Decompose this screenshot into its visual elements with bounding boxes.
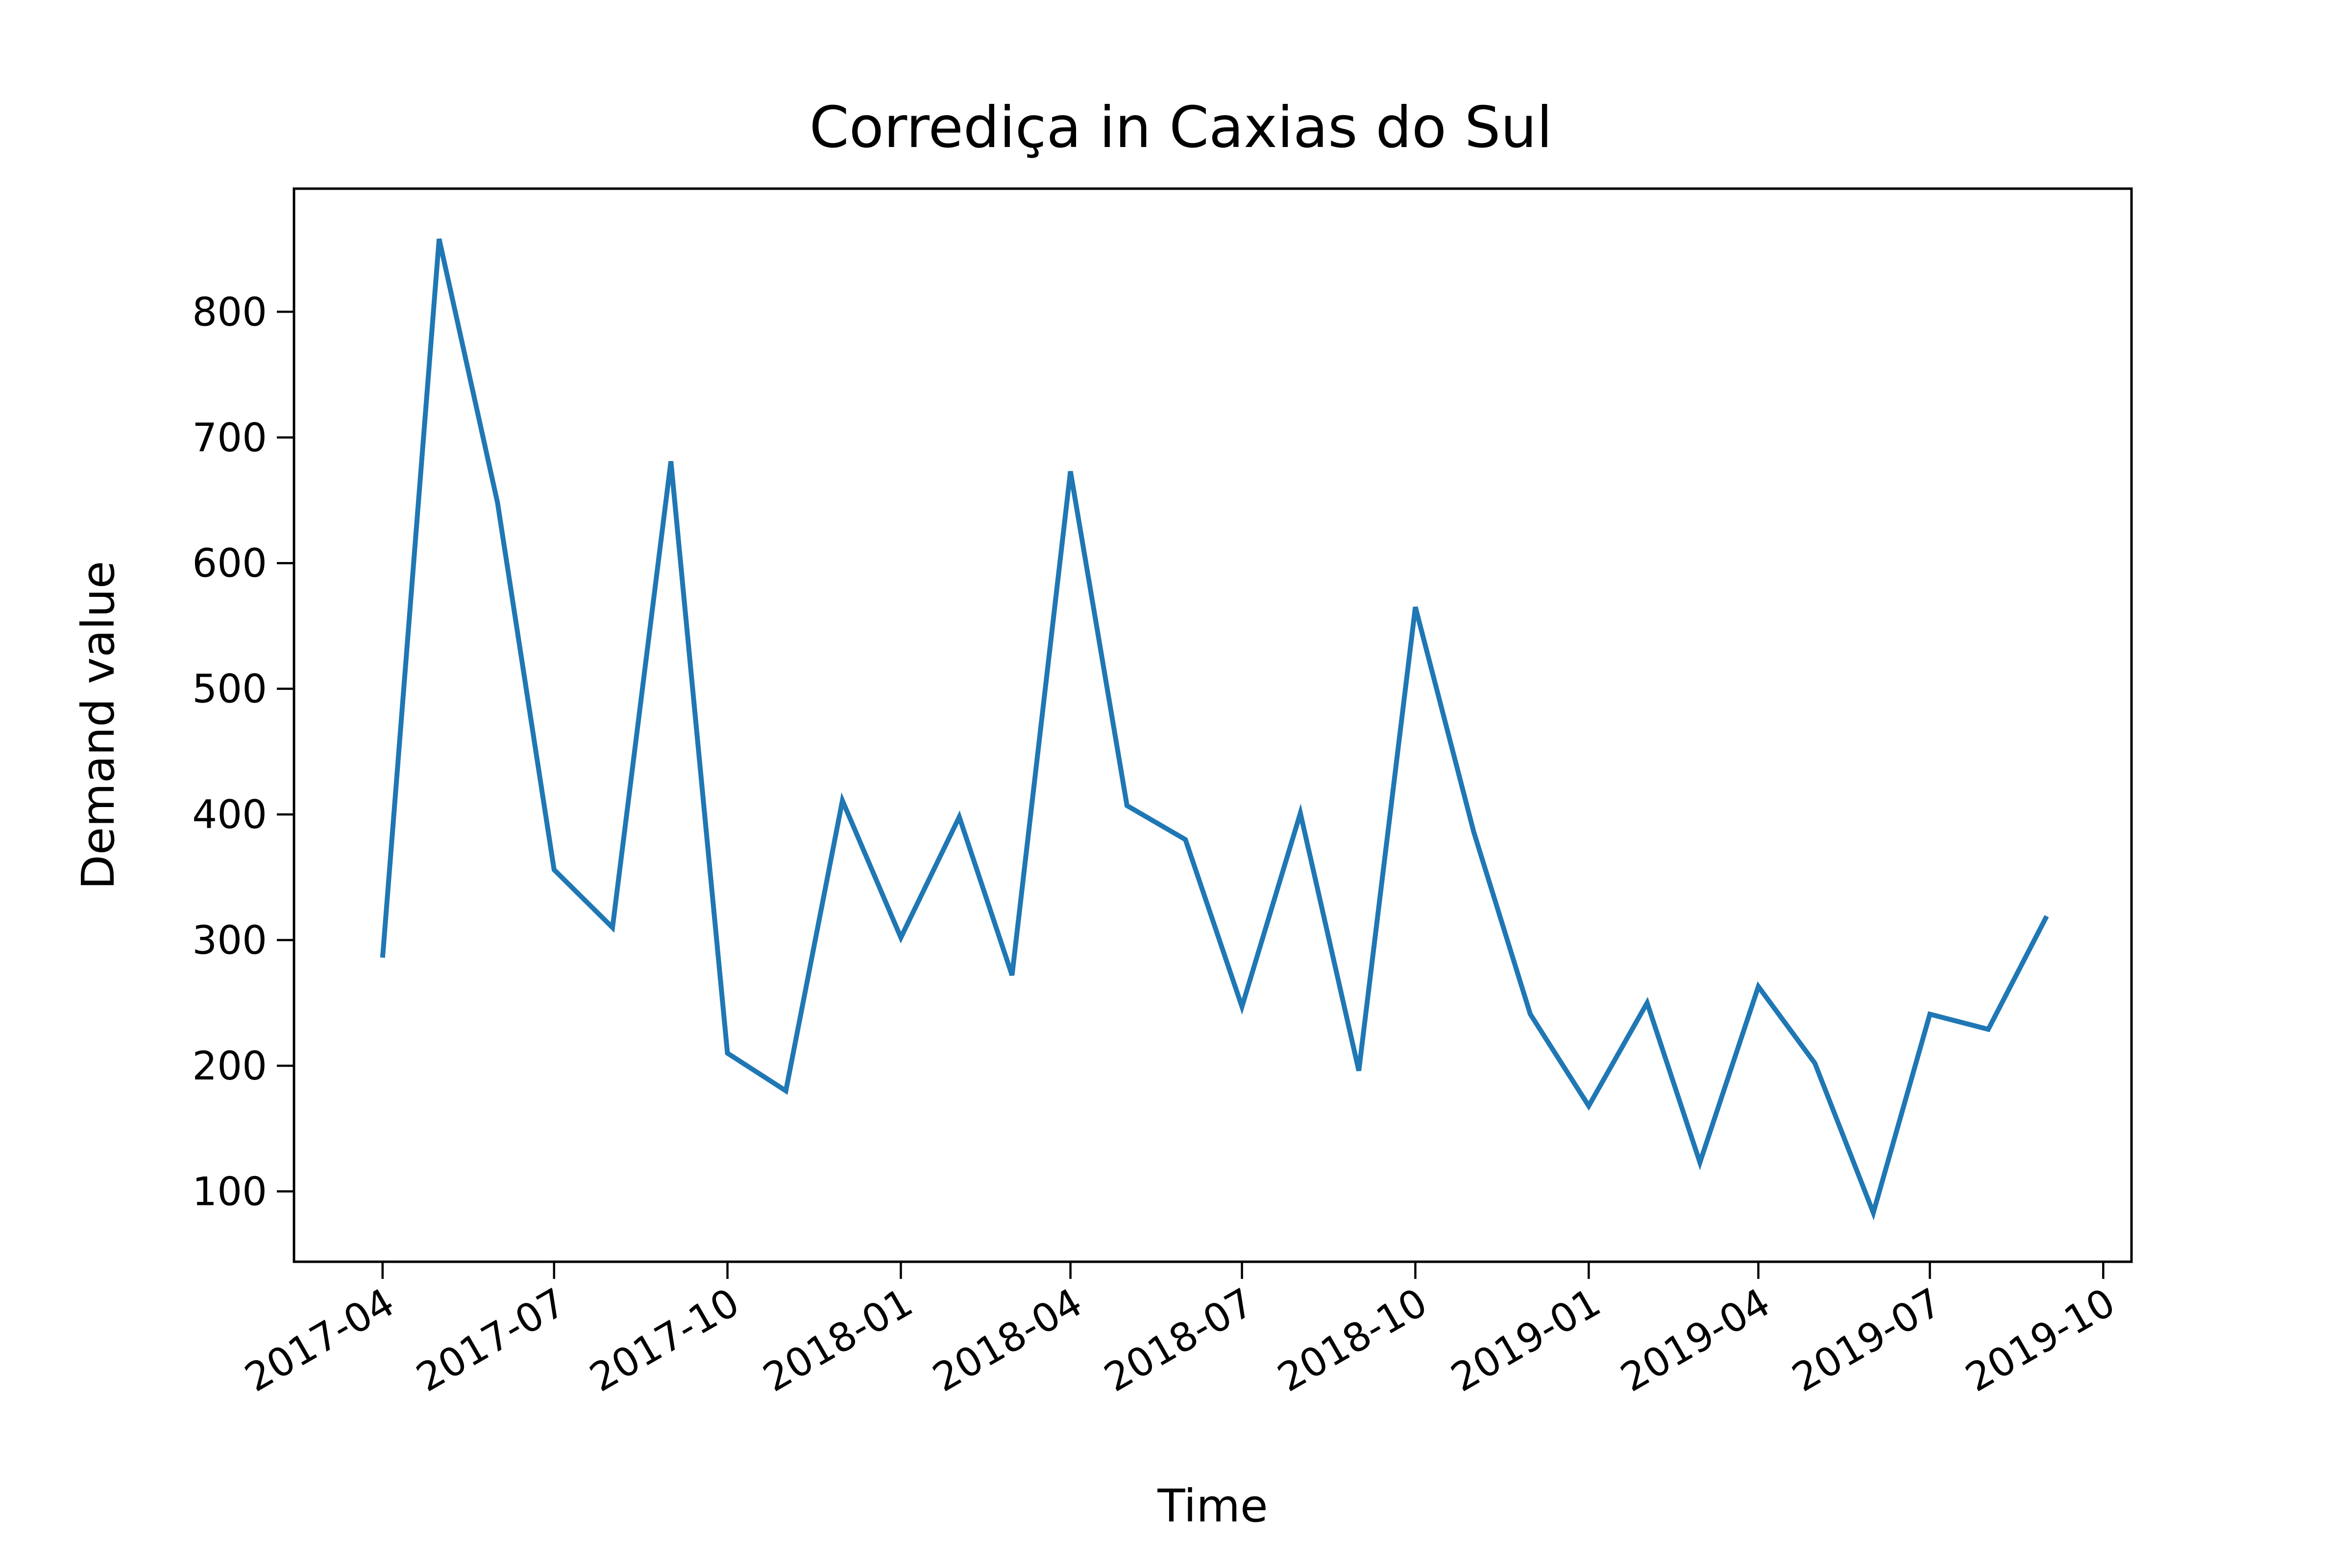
y-tick-label: 800 — [192, 289, 267, 335]
y-tick-label: 500 — [192, 666, 267, 712]
y-tick-label: 200 — [192, 1043, 267, 1089]
series-line — [380, 238, 2049, 1221]
x-axis-label: Time — [1157, 1480, 1268, 1532]
y-tick-label: 300 — [192, 918, 267, 963]
plot-frame — [293, 187, 2133, 1263]
series-layer — [380, 238, 2049, 1221]
chart-title: Corrediça in Caxias do Sul — [809, 95, 1553, 161]
y-tick-label: 100 — [192, 1169, 267, 1214]
y-axis-label: Demand value — [72, 561, 124, 890]
y-tick-label: 600 — [192, 540, 267, 586]
y-axis: 100 200 300 400 500 600 700 800 — [192, 289, 294, 1214]
y-tick-label: 700 — [192, 415, 267, 461]
y-tick-label: 400 — [192, 792, 267, 837]
